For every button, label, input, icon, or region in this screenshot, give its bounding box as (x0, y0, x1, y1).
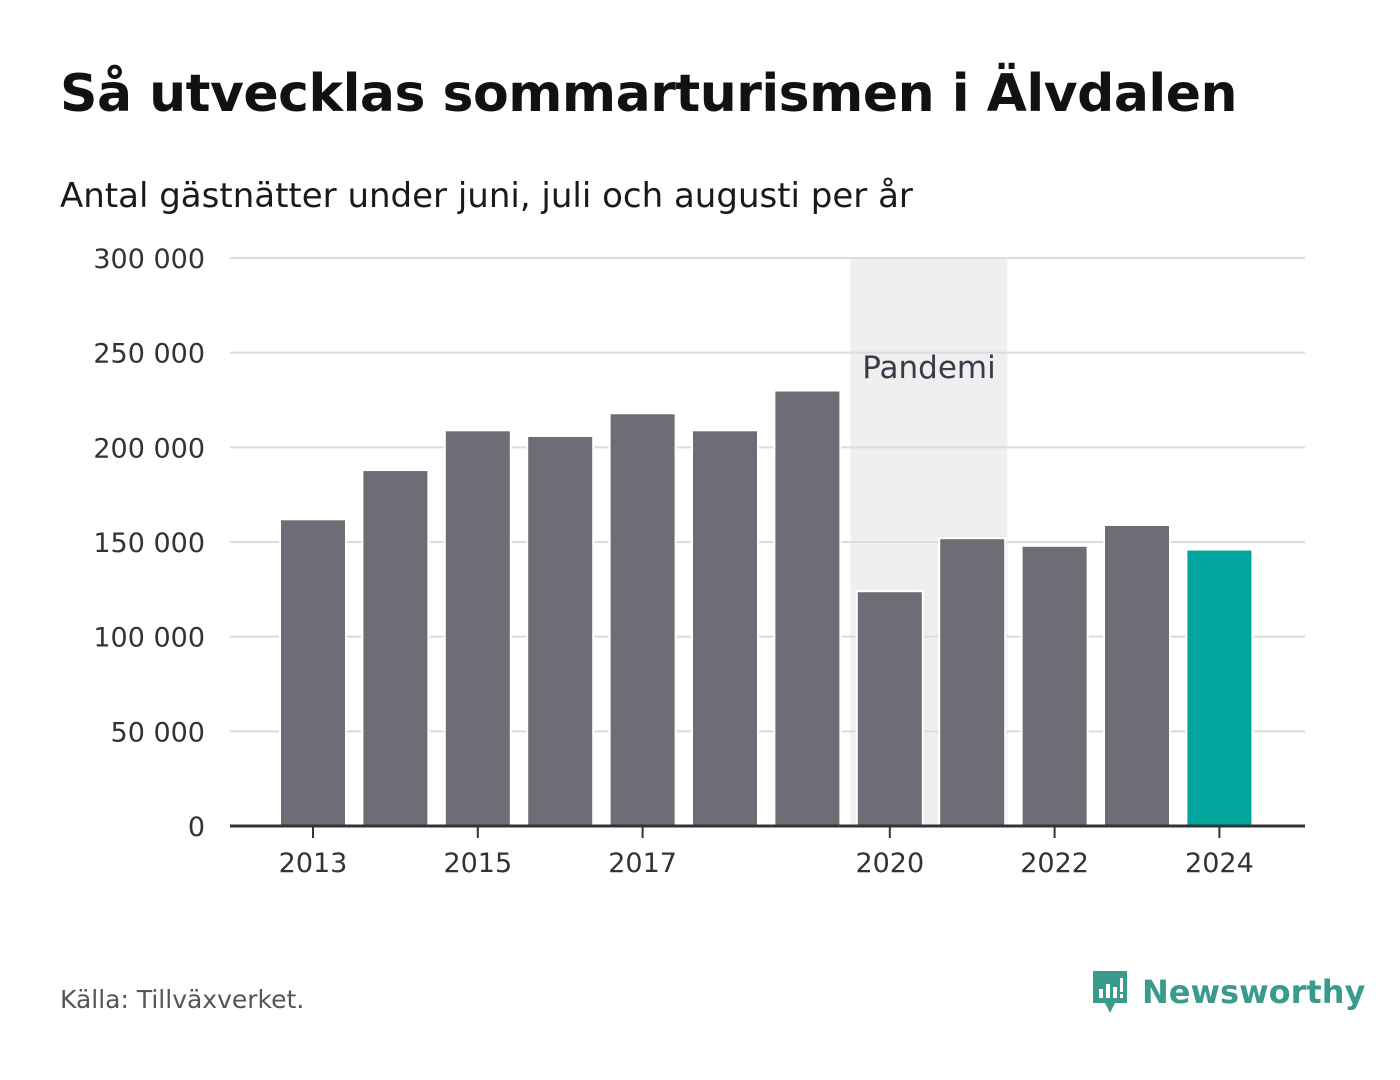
pandemic-label: Pandemi (862, 350, 996, 386)
x-tick-label: 2024 (1185, 848, 1254, 879)
bar-2015 (443, 429, 512, 827)
y-tick-label: 300 000 (93, 244, 205, 275)
y-tick-label: 50 000 (111, 717, 205, 748)
x-tick-label: 2022 (1020, 848, 1089, 879)
y-tick-label: 150 000 (93, 528, 205, 559)
x-tick-label: 2020 (855, 848, 924, 879)
y-tick-label: 100 000 (93, 623, 205, 654)
bar-2023 (1103, 523, 1171, 828)
source-note: Källa: Tillväxverket. (60, 985, 305, 1014)
y-tick-label: 0 (188, 812, 205, 843)
bar-chart-icon (1093, 971, 1127, 1013)
brand-name: Newsworthy (1142, 973, 1366, 1011)
brand-logo: Newsworthy (1090, 968, 1365, 1016)
bar-2021 (938, 537, 1007, 827)
x-tick-label: 2015 (443, 848, 512, 879)
bar-2022 (1020, 544, 1089, 828)
x-tick-label: 2017 (608, 848, 677, 879)
chart-title: Så utvecklas sommarturismen i Älvdalen (60, 64, 1238, 124)
bar-2013 (279, 518, 347, 828)
y-tick-label: 200 000 (93, 433, 205, 464)
bar-2017 (608, 412, 677, 827)
bar-2024 (1185, 548, 1254, 827)
bar-2014 (361, 469, 430, 827)
bar-2016 (526, 434, 595, 827)
x-tick-label: 2013 (279, 848, 348, 879)
chart-subtitle: Antal gästnätter under juni, juli och au… (60, 176, 913, 216)
y-tick-label: 250 000 (93, 339, 205, 370)
bar-2020 (855, 590, 924, 828)
bar-2018 (691, 429, 759, 827)
bar-2019 (773, 389, 842, 827)
